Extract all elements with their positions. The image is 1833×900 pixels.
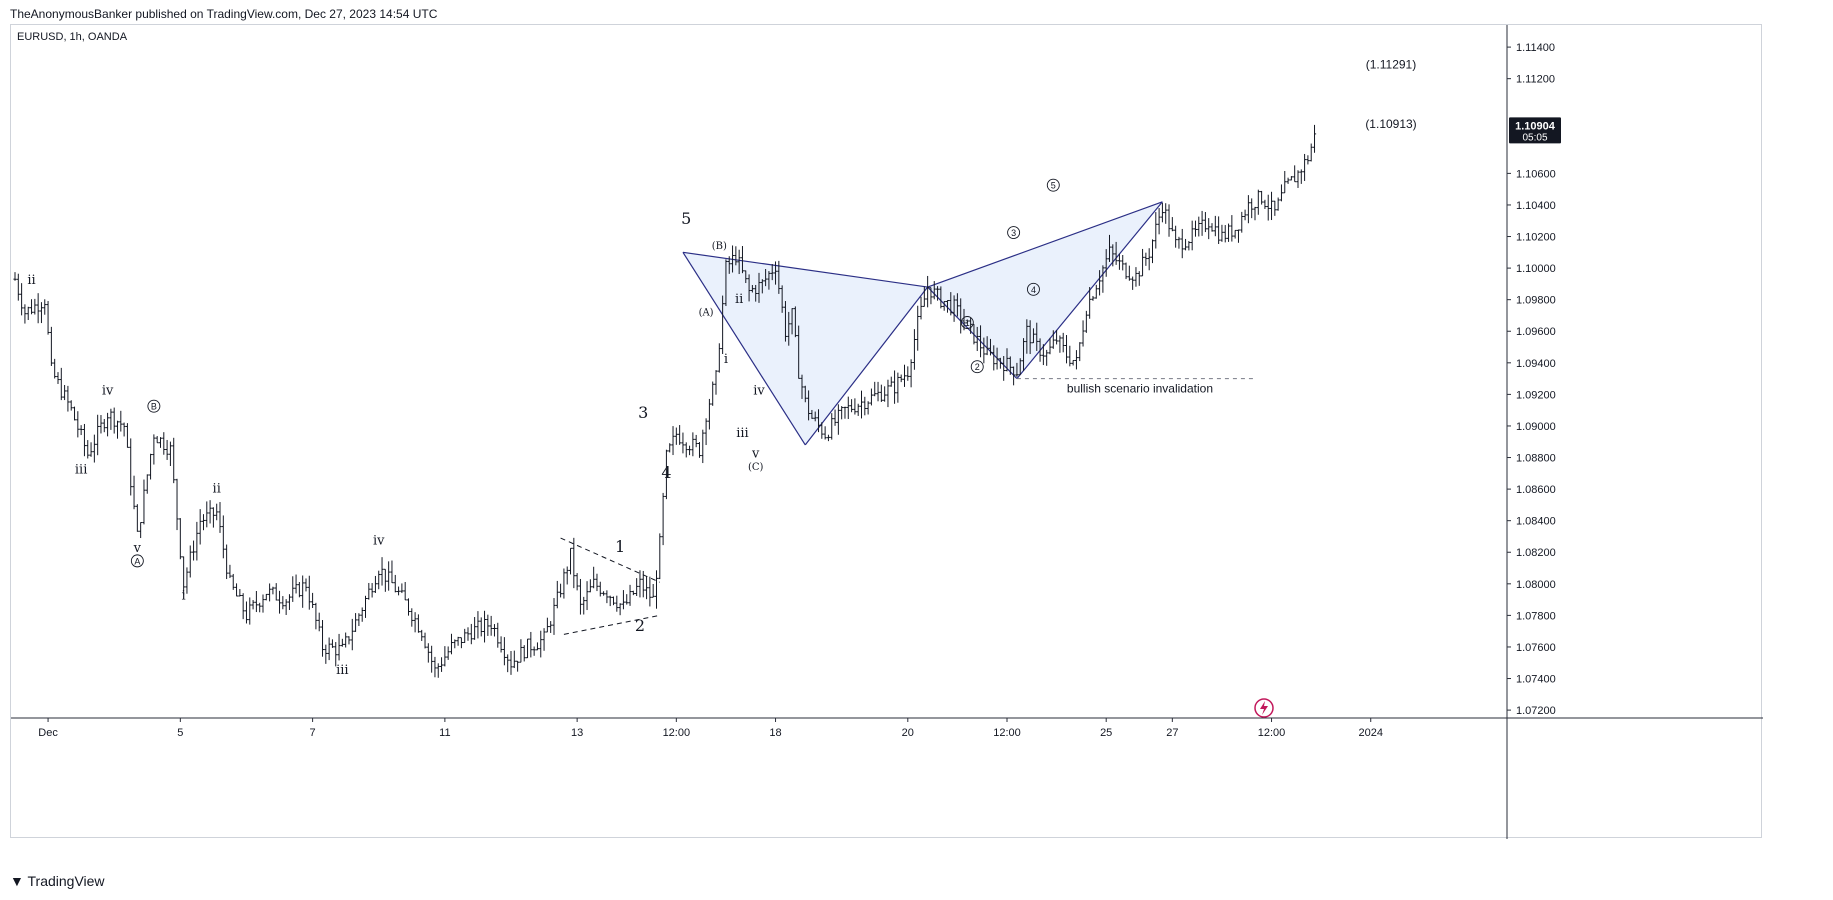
x-tick-label: 12:00 [1258,727,1286,739]
last-price-countdown: 05:05 [1522,132,1547,143]
x-tick-label: 12:00 [993,727,1021,739]
y-tick-label: 1.08800 [1516,453,1556,465]
target-price-label: (1.11291) [1366,57,1416,71]
invalidation-label: bullish scenario invalidation [1067,382,1213,396]
x-tick-label: 11 [439,727,450,739]
y-tick-label: 1.11400 [1516,42,1555,54]
y-tick-label: 1.07600 [1516,642,1556,654]
wave-label: B [151,402,157,412]
y-tick-label: 1.09400 [1516,358,1556,370]
wave-label: 5 [1051,181,1056,191]
wave-label: A [134,556,140,566]
y-tick-label: 1.10400 [1516,200,1556,212]
y-tick-label: 1.08200 [1516,547,1556,559]
wave-label-circle [960,316,974,329]
trend-lines: bullish scenario invalidation [560,378,1255,635]
wave-label: v [133,541,142,556]
pattern-line [927,286,1018,380]
x-tick-label: 13 [571,727,583,739]
wave-label-circle [1027,282,1040,296]
wave-label: (C) [748,462,764,473]
wave-label: 2 [975,362,980,372]
wave-label-circle [1046,178,1060,192]
time-axis[interactable]: Dec 5 7 11 13 12:00 18 20 12:00 25 27 12:00 2024 [11,717,1763,739]
y-tick-label: 1.07200 [1516,705,1556,717]
alert-icon-ring [1254,698,1274,718]
wave-label: ii [213,481,221,496]
x-tick-label: 18 [769,727,781,739]
wave-label: 3 [1011,228,1016,238]
pattern-fill-1 [682,252,928,445]
y-tick-label: 1.08400 [1516,516,1556,528]
triangle-boundary-line [563,614,660,635]
pattern-line [682,251,806,446]
y-tick-label: 1.10000 [1516,263,1556,275]
y-tick-label: 1.08600 [1516,484,1556,496]
alert-icon[interactable] [1254,698,1274,718]
wave-label: ii [735,292,743,307]
y-tick-label: 1.07800 [1516,610,1556,622]
y-tick-label: 1.07400 [1516,674,1556,686]
wave-label: i [724,352,728,367]
wave-label: 1 [965,318,970,328]
x-tick-label: 5 [177,727,183,739]
x-tick-label: 2024 [1358,727,1382,739]
harmonic-pattern [682,201,1163,446]
wave-label: iii [336,663,348,678]
price-bars [13,124,1317,678]
wave-label-circle [1007,226,1021,239]
pattern-line [927,201,1163,288]
y-tick-label: 1.09200 [1516,389,1556,401]
wave-label-circle [147,399,161,413]
price-axis[interactable]: 1.11400 1.11200 1.10600 1.10400 1.10200 1.100… [1506,25,1561,839]
wave-label: 4 [1031,285,1036,295]
wave-label: v [751,447,760,462]
y-tick-label: 1.09600 [1516,326,1556,338]
last-price-value: 1.10904 [1515,120,1556,132]
y-tick-label: 1.10600 [1516,168,1556,180]
wave-label: (A) [699,307,714,318]
wave-label: iv [373,533,385,548]
pattern-line [682,251,928,288]
wave-label: (B) [712,241,727,252]
wave-label: 4 [661,463,671,482]
x-tick-label: 27 [1166,727,1178,739]
y-tick-label: 1.11200 [1516,74,1555,86]
symbol-label: EURUSD, 1h, OANDA [17,31,128,43]
wave-label: 3 [638,403,648,422]
x-tick-label: Dec [38,727,58,739]
y-tick-label: 1.08000 [1516,579,1556,591]
wave-label: 2 [635,616,645,635]
last-price-tag [1509,117,1561,144]
wave-label: i [182,589,186,604]
wave-label: 1 [615,537,625,556]
wave-label: ii [27,273,35,288]
tradingview-logo-icon: ▼ [10,873,24,889]
target-price-label: (1.10913) [1365,117,1416,131]
x-tick-label: 25 [1100,727,1112,739]
x-tick-label: 7 [310,727,316,739]
wave-label: iii [736,426,748,441]
pattern-line [804,286,929,446]
wave-label: 5 [681,209,691,228]
y-tick-label: 1.09800 [1516,295,1556,307]
tradingview-brand-text: TradingView [27,873,105,889]
alert-icon-bolt [1260,701,1268,715]
wave-label-circle [970,360,984,374]
wave-label: iv [102,383,114,398]
wave-label-circle [130,554,144,568]
pattern-fill-2 [927,201,1163,379]
chart-frame: bullish scenario invalidation ii iii iv v A B… [10,24,1763,839]
wave-label: iv [753,383,765,398]
y-tick-label: 1.10200 [1516,232,1556,244]
wave-label: iii [75,462,87,477]
x-tick-label: 12:00 [663,727,691,739]
chart-plot[interactable]: bullish scenario invalidation iiiiiivvAB… [11,25,1763,839]
triangle-boundary-line [560,537,661,583]
tradingview-logo[interactable]: ▼ TradingView [10,873,105,889]
x-tick-label: 20 [902,727,914,739]
y-tick-label: 1.09000 [1516,421,1556,433]
publish-info: TheAnonymousBanker published on TradingV… [10,7,438,21]
